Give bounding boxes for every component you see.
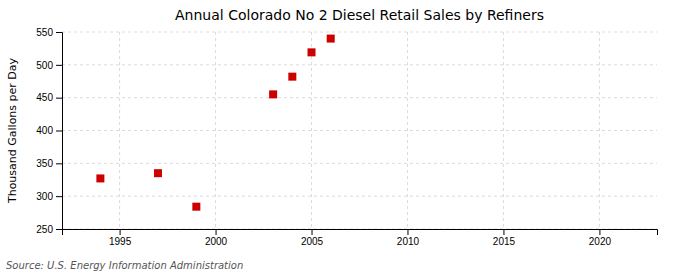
y-tick-mark xyxy=(56,131,62,132)
y-tick-mark xyxy=(56,229,62,230)
x-tick-label: 2015 xyxy=(493,236,516,247)
point xyxy=(96,174,104,182)
points xyxy=(96,35,334,211)
x-tick: 1995 xyxy=(109,229,132,247)
y-axis-title: Thousand Gallons per Day xyxy=(6,57,19,204)
x-tick: 2000 xyxy=(205,229,228,247)
y-tick-mark xyxy=(56,196,62,197)
point xyxy=(269,90,277,98)
x-axis: 1995 2000 2005 2010 2015 2020 xyxy=(63,229,658,247)
y-tick-label: 250 xyxy=(36,224,53,235)
grid-line-x xyxy=(119,32,120,229)
grid xyxy=(62,32,657,229)
x-tick: 2015 xyxy=(493,229,516,247)
x-tick-label: 2000 xyxy=(205,236,228,247)
y-tick-mark xyxy=(56,98,62,99)
chart-svg: 1995 2000 2005 2010 2015 2020 250 300 350 400 450 5… xyxy=(0,0,675,275)
x-tick-label: 2005 xyxy=(301,236,324,247)
y-tick-label: 450 xyxy=(36,92,53,103)
y-tick: 250 xyxy=(36,224,62,235)
y-tick-mark xyxy=(56,163,62,164)
x-tick-mark xyxy=(503,229,504,235)
x-tick-label: 2010 xyxy=(397,236,420,247)
y-axis: 250 300 350 400 450 500 550 xyxy=(36,27,62,235)
grid-line-x xyxy=(215,32,216,229)
x-tick-mark xyxy=(120,229,121,235)
x-tick-mark xyxy=(407,229,408,235)
point xyxy=(154,169,162,177)
x-axis-line xyxy=(63,230,658,236)
x-tick-mark xyxy=(312,229,313,235)
source-note: Source: U.S. Energy Information Administ… xyxy=(6,260,243,271)
y-tick-mark xyxy=(56,32,62,33)
y-tick: 350 xyxy=(36,158,62,169)
x-tick-label: 2020 xyxy=(589,236,612,247)
y-tick: 500 xyxy=(36,60,62,71)
point xyxy=(192,203,200,211)
grid-line-x xyxy=(599,32,600,229)
grid-line-y xyxy=(62,64,657,65)
x-tick: 2010 xyxy=(397,229,420,247)
y-tick-mark xyxy=(56,65,62,66)
x-tick: 2005 xyxy=(301,229,324,247)
grid-line-y xyxy=(62,32,657,33)
grid-line-y xyxy=(62,130,657,131)
x-tick: 2020 xyxy=(589,229,612,247)
point xyxy=(327,35,335,43)
y-tick: 400 xyxy=(36,125,62,136)
point xyxy=(288,73,296,81)
y-axis-line xyxy=(56,33,63,230)
grid-line-x xyxy=(407,32,408,229)
y-tick: 300 xyxy=(36,191,62,202)
y-tick-label: 500 xyxy=(36,60,53,71)
y-tick: 450 xyxy=(36,92,62,103)
x-tick-mark xyxy=(599,229,600,235)
title: Annual Colorado No 2 Diesel Retail Sales… xyxy=(175,7,544,23)
y-tick: 550 xyxy=(36,27,62,38)
y-tick-label: 350 xyxy=(36,158,53,169)
y-tick-label: 550 xyxy=(36,27,53,38)
grid-line-x xyxy=(503,32,504,229)
grid-line-y xyxy=(62,196,657,197)
y-tick-label: 300 xyxy=(36,191,53,202)
point xyxy=(308,48,316,56)
y-tick-label: 400 xyxy=(36,125,53,136)
x-tick-label: 1995 xyxy=(109,236,132,247)
grid-line-x xyxy=(311,32,312,229)
grid-line-y xyxy=(62,163,657,164)
plot-area: 1995 2000 2005 2010 2015 2020 250 300 350 400 450 5… xyxy=(36,27,657,247)
x-tick-mark xyxy=(216,229,217,235)
grid-line-y xyxy=(62,97,657,98)
